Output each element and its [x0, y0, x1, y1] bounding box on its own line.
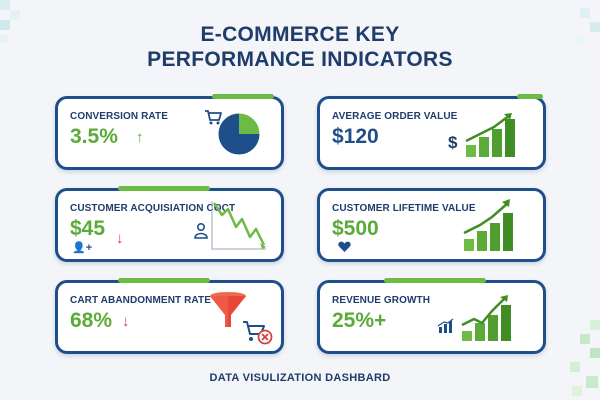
- dollar-icon: $: [448, 133, 458, 152]
- kpi-card-cart-abandonment-rate[interactable]: CART ABANDONMENT RATE 68% ↓: [55, 278, 284, 354]
- title-line-1: E-COMMERCE KEY: [200, 23, 400, 46]
- trend-down-icon: ↓: [122, 313, 130, 330]
- pie-chart: [217, 112, 261, 156]
- kpi-card-revenue-growth[interactable]: REVENUE GROWTH 25%+: [317, 278, 546, 354]
- kpi-label: AVERAGE ORDER VALUE: [332, 111, 458, 122]
- kpi-label: CUSTOMER LIFETIME VALUE: [332, 203, 476, 214]
- kpi-value: 3.5%: [70, 125, 118, 148]
- kpi-value: $120: [332, 125, 379, 148]
- kpi-card-average-order-value[interactable]: AVERAGE ORDER VALUE $120 $: [317, 94, 546, 170]
- page-title: E-COMMERCE KEY PERFORMANCE INDICATORS: [0, 22, 600, 72]
- funnel-icon: [210, 292, 246, 327]
- declining-line-chart: [211, 201, 266, 250]
- rising-bar-chart: [463, 199, 513, 251]
- kpi-card-customer-acquisition-cost[interactable]: CUSTOMER ACQUISIATION COCT $45 ↓ 👤+: [55, 186, 284, 262]
- kpi-label: CART ABANDONMENT RATE: [70, 295, 211, 306]
- rising-bar-chart: [465, 113, 515, 157]
- trend-up-icon: ↑: [136, 129, 144, 146]
- kpi-label: CUSTOMER ACQUISIATION COCT: [70, 203, 236, 214]
- corner-decoration-bottom-right: [560, 320, 600, 400]
- heart-icon: [338, 241, 351, 252]
- kpi-value: 25%+: [332, 309, 387, 332]
- card-accent-bar: [517, 94, 543, 99]
- rising-bar-chart: [461, 295, 511, 341]
- card-accent-bar: [118, 186, 210, 191]
- card-accent-bar: [118, 278, 210, 283]
- kpi-value: $500: [332, 217, 379, 240]
- kpi-label: REVENUE GROWTH: [332, 295, 431, 306]
- cart-cancel-icon: [243, 321, 273, 345]
- card-accent-bar: [212, 94, 274, 99]
- trend-down-icon: ↓: [116, 230, 124, 247]
- kpi-value: $45: [70, 217, 106, 240]
- add-user-icon: 👤+: [72, 242, 93, 254]
- mini-bar-chart-icon: [437, 318, 454, 333]
- kpi-card-conversion-rate[interactable]: CONVERSION RATE 3.5% ↑: [55, 94, 284, 170]
- card-accent-bar: [384, 278, 486, 283]
- kpi-card-customer-lifetime-value[interactable]: CUSTOMER LIFETIME VALUE $500: [317, 188, 546, 262]
- shopping-cart-icon: [205, 110, 222, 125]
- kpi-label: CONVERSION RATE: [70, 111, 168, 122]
- kpi-value: 68%: [70, 309, 113, 332]
- corner-decoration-top-right: [572, 0, 600, 60]
- corner-decoration-top-left: [0, 0, 30, 50]
- title-line-2: PERFORMANCE INDICATORS: [147, 48, 453, 71]
- dashboard-footer: DATA VISULIZATION DASHBARD: [209, 372, 391, 384]
- user-icon: [194, 222, 208, 239]
